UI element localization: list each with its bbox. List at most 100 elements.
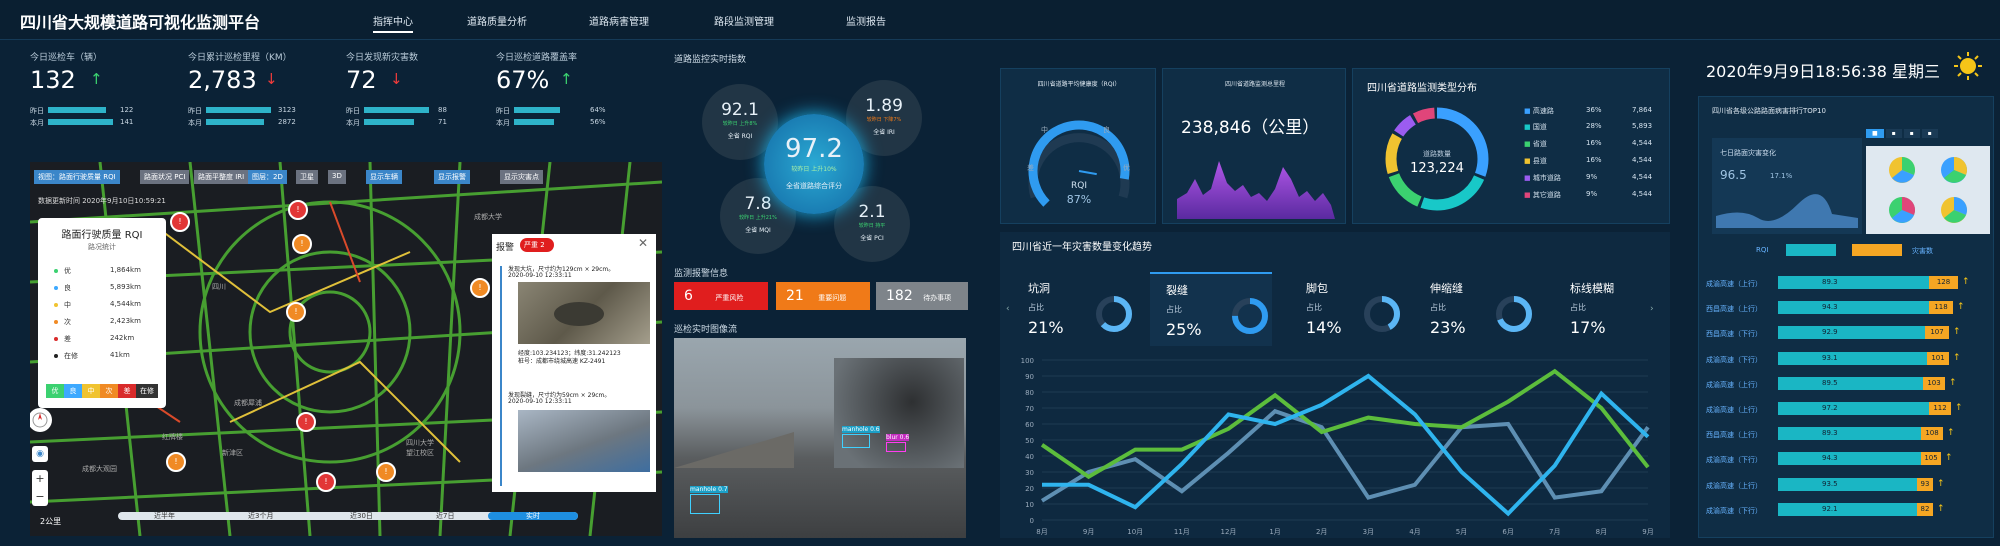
- rank-count-bar[interactable]: 93: [1917, 477, 1933, 491]
- rank-count-bar[interactable]: 112: [1929, 402, 1951, 415]
- tab-marking-blur[interactable]: 标线模糊 占比 17%: [1564, 272, 1686, 346]
- detection-label: manhole 0.7: [690, 486, 728, 493]
- sun-icon: [1954, 52, 1982, 80]
- rank-rqi-bar[interactable]: 93.5: [1778, 477, 1917, 491]
- rank-count-bar[interactable]: 128: [1929, 276, 1958, 289]
- zoom-in-icon[interactable]: +: [35, 472, 45, 485]
- alarm-marker[interactable]: !: [170, 212, 190, 232]
- gauge-value: 87%: [1066, 193, 1092, 206]
- kpi-row-label: 昨日: [496, 107, 510, 115]
- rank-rqi-bar[interactable]: 92.1: [1778, 502, 1917, 516]
- rank-rqi-bar[interactable]: 89.3: [1778, 427, 1921, 441]
- rank-count-bar[interactable]: 103: [1923, 376, 1945, 390]
- mileage-card: 四川省道路监测总里程 238,846（公里）: [1162, 68, 1346, 224]
- rank-count-bar[interactable]: 105: [1921, 452, 1941, 466]
- important-issue-button[interactable]: 21 重要问题: [776, 282, 870, 310]
- legend-count-swatch: [1852, 244, 1902, 256]
- view-rqi-button[interactable]: 视图：路面行驶质量 RQI: [34, 170, 120, 184]
- alarm-label: 严重风险: [715, 294, 744, 302]
- rank-rqi-bar[interactable]: 92.9: [1778, 326, 1925, 340]
- rank-count-bar[interactable]: 118: [1929, 301, 1953, 315]
- alarm-marker[interactable]: !: [376, 462, 396, 482]
- alarm-marker[interactable]: !: [316, 472, 336, 492]
- alarm-marker[interactable]: !: [296, 412, 316, 432]
- alarm-marker[interactable]: !: [166, 452, 186, 472]
- view-iri-button[interactable]: 路面平整度 IRI: [194, 170, 249, 184]
- show-vehicles-toggle[interactable]: 显示车辆: [366, 170, 402, 184]
- tab-bulge[interactable]: 脚包 占比 14%: [1300, 272, 1422, 346]
- alarm-marker[interactable]: !: [288, 200, 308, 220]
- y-tick-label: 30: [1025, 469, 1034, 477]
- todo-button[interactable]: 182 待办事项: [876, 282, 968, 310]
- layer-satellite-button[interactable]: 卫星: [296, 170, 318, 184]
- legend-segment[interactable]: 在修: [136, 384, 158, 398]
- share-ring: [1096, 296, 1132, 332]
- timeline-active[interactable]: 实时: [488, 512, 578, 520]
- legend-segment[interactable]: 良: [64, 384, 82, 398]
- place-label: 成都犀浦: [234, 399, 262, 407]
- rank-road-name: 成渝高速（上行）: [1706, 481, 1762, 490]
- zoom-out-icon[interactable]: −: [35, 490, 45, 503]
- show-disasters-toggle[interactable]: 显示灾害点: [500, 170, 543, 184]
- x-tick-label: 10月: [1127, 528, 1143, 536]
- tab-name: 裂缝: [1166, 284, 1188, 297]
- timeline-option[interactable]: 近7日: [436, 512, 455, 520]
- trend-arrow-icon: ↑: [1955, 403, 1963, 413]
- nav-command-center[interactable]: 指挥中心: [373, 13, 413, 33]
- legend-segment[interactable]: 次: [100, 384, 118, 398]
- rank-count-bar[interactable]: 107: [1925, 326, 1949, 340]
- rank-count-bar[interactable]: 82: [1917, 502, 1933, 516]
- road-map[interactable]: 视图：路面行驶质量 RQI 路面状况 PCI 路面平整度 IRI 图层：2D 卫…: [30, 162, 662, 536]
- layer-2d-button[interactable]: 图层：2D: [248, 170, 287, 184]
- timeline-option[interactable]: 近30日: [350, 512, 373, 520]
- kpi-row-value: 122: [120, 106, 134, 114]
- rank-rqi-bar[interactable]: 89.3: [1778, 276, 1929, 289]
- legend-segment[interactable]: 中: [82, 384, 100, 398]
- arrow-down-icon: ↓: [390, 70, 403, 88]
- rank-rqi-bar[interactable]: 97.2: [1778, 402, 1929, 415]
- nav-road-quality[interactable]: 道路质量分析: [467, 17, 527, 28]
- rank-rqi-bar[interactable]: 93.1: [1778, 351, 1927, 365]
- timeline-option[interactable]: 近3个月: [248, 512, 274, 520]
- crack-photo[interactable]: [518, 410, 650, 472]
- severity-badge[interactable]: 严重 2: [520, 238, 554, 252]
- nav-section-monitoring[interactable]: 路段监测管理: [714, 17, 774, 28]
- nav-reports[interactable]: 监测报告: [846, 17, 886, 28]
- view-pci-button[interactable]: 路面状况 PCI: [140, 170, 190, 184]
- compass-icon[interactable]: [30, 408, 52, 432]
- close-icon[interactable]: ✕: [638, 236, 649, 250]
- locate-icon[interactable]: ◉: [32, 446, 48, 462]
- alarm-marker[interactable]: !: [286, 302, 306, 322]
- tab-crack[interactable]: 裂缝 占比 25%: [1150, 272, 1272, 346]
- legend-segment[interactable]: 优: [46, 384, 64, 398]
- legend-segment[interactable]: 差: [118, 384, 136, 398]
- show-alarms-toggle[interactable]: 显示报警: [434, 170, 470, 184]
- type-name: 国道: [1532, 123, 1547, 131]
- trend-arrow-icon: ↑: [1937, 478, 1945, 489]
- type-count: 4,544: [1632, 173, 1653, 181]
- tab-pothole[interactable]: 坑洞 占比 21%: [1024, 272, 1146, 346]
- rank-rqi-bar[interactable]: 94.3: [1778, 452, 1921, 466]
- rank-rqi-bar[interactable]: 94.3: [1778, 301, 1929, 315]
- severe-risk-button[interactable]: 6 严重风险: [674, 282, 768, 310]
- legend-subtitle: 路况统计: [88, 243, 116, 251]
- share-ring: [1232, 298, 1268, 334]
- donut-label: 道路数量: [1423, 150, 1451, 158]
- nav-road-defects[interactable]: 道路病害管理: [589, 17, 649, 28]
- pie-thumbnail-grid[interactable]: [1866, 146, 1990, 234]
- rank-rqi-bar[interactable]: 89.5: [1778, 376, 1923, 390]
- time-range-slider[interactable]: 近半年 近3个月 近30日 近7日 实时: [118, 512, 578, 520]
- alarm-marker[interactable]: !: [470, 278, 490, 298]
- next-arrow-icon[interactable]: ›: [1650, 304, 1654, 314]
- layer-3d-button[interactable]: 3D: [328, 170, 346, 184]
- prev-arrow-icon[interactable]: ‹: [1006, 304, 1010, 314]
- weekly-value: 96.5: [1720, 168, 1747, 182]
- tab-expansion-joint[interactable]: 伸缩缝 占比 23%: [1424, 272, 1546, 346]
- timeline-option[interactable]: 近半年: [154, 512, 175, 520]
- rank-count-bar[interactable]: 108: [1921, 427, 1943, 441]
- share-ring: [1364, 296, 1400, 332]
- alarm-marker[interactable]: !: [292, 234, 312, 254]
- inspection-video-feed[interactable]: manhole 0.6 blur 0.6 manhole 0.7: [674, 338, 966, 538]
- rank-count-bar[interactable]: 101: [1927, 351, 1949, 365]
- pothole-photo[interactable]: [518, 282, 650, 344]
